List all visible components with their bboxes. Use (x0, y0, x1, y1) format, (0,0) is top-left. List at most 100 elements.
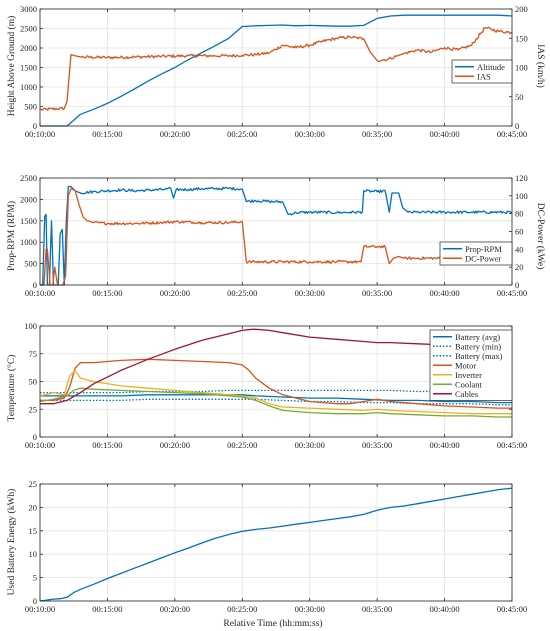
x-tick-label: 00:30:00 (295, 288, 325, 298)
legend-label: IAS (477, 71, 491, 81)
series-line-coolant (39, 387, 512, 418)
legend-label: Battery (max) (455, 351, 503, 361)
legend-label: Inverter (455, 370, 482, 380)
x-tick-label: 00:20:00 (160, 288, 190, 298)
legend-box (439, 241, 513, 266)
x-tick-label: 00:20:00 (160, 604, 190, 614)
y-tick-label: 2500 (20, 173, 37, 183)
panel-4-ylabel: Used Battery Energy (kWh) (6, 489, 17, 596)
x-tick-label: 00:35:00 (362, 129, 392, 139)
x-tick-label: 00:10:00 (25, 440, 55, 450)
x-tick-label: 00:25:00 (227, 288, 257, 298)
x-tick-label: 00:10:00 (25, 129, 55, 139)
series-line-altitude (40, 14, 513, 127)
legend: Battery (avg)Battery (min)Battery (max)M… (429, 329, 513, 401)
legend-label: Battery (avg) (455, 332, 500, 342)
y2-tick-label: 120 (515, 173, 528, 183)
y2-tick-label: 100 (515, 191, 528, 201)
y-tick-label: 2500 (20, 24, 37, 34)
x-tick-label: 00:35:00 (362, 288, 392, 298)
panel-battery-energy: Used Battery Energy (kWh) Relative Time … (6, 489, 323, 629)
x-tick-label: 00:20:00 (160, 129, 190, 139)
series-line-prop-rpm (40, 185, 513, 286)
y2-tick-label: 0 (515, 280, 519, 290)
panel-rpm-power: Prop-RPM (RPM) DC-Power (kWe) (6, 201, 546, 271)
y-tick-label: 0 (33, 280, 37, 290)
panel-4-plot: 00:10:00 00:15:00 00:20:00 00:25:00 00:30:00… (25, 479, 527, 614)
x-tick-label: 00:10:00 (25, 604, 55, 614)
y2-tick-label: 60 (515, 227, 524, 237)
x-tick-label: 00:30:00 (295, 440, 325, 450)
y-tick-label: 2000 (20, 194, 37, 204)
x-tick-label: 00:15:00 (92, 440, 122, 450)
y2-tick-label: 40 (515, 244, 524, 254)
series-line-battery-avg (40, 394, 512, 404)
x-tick-label: 00:40:00 (429, 288, 459, 298)
y-tick-label: 1500 (20, 216, 37, 226)
series-line-cables (40, 328, 513, 405)
y-tick-label: 2000 (20, 43, 37, 53)
x-tick-label: 00:35:00 (362, 604, 392, 614)
x-tick-label: 00:15:00 (92, 604, 122, 614)
series-line-dc-power (40, 188, 513, 286)
x-tick-label: 00:25:00 (227, 604, 257, 614)
y-tick-label: 500 (24, 259, 37, 269)
y-tick-label: 0 (33, 121, 37, 131)
y-tick-label: 75 (29, 349, 38, 359)
y-tick-label: 20 (29, 502, 38, 512)
y-tick-label: 1000 (20, 82, 37, 92)
panel-1-y2label: IAS (km/h) (535, 44, 546, 88)
x-tick-label: 00:30:00 (295, 604, 325, 614)
y-tick-label: 500 (24, 102, 37, 112)
y2-tick-label: 0 (515, 121, 519, 131)
y-tick-label: 10 (29, 549, 38, 559)
x-tick-label: 00:30:00 (295, 129, 325, 139)
series-line-ias (39, 26, 513, 111)
y-tick-label: 1000 (20, 237, 37, 247)
y-tick-label: 5 (33, 573, 37, 583)
x-tick-label: 00:15:00 (92, 288, 122, 298)
y-tick-label: 3000 (20, 4, 37, 14)
y-tick-label: 0 (33, 432, 37, 442)
x-tick-label: 00:45:00 (497, 288, 527, 298)
legend-box (451, 59, 513, 84)
y2-tick-label: 200 (515, 4, 528, 14)
x-tick-label: 00:15:00 (92, 129, 122, 139)
panel-temperature: Temperature (°C) (6, 355, 17, 422)
series-line-inverter (39, 369, 512, 415)
legend-label: Prop-RPM (465, 244, 502, 254)
y-tick-label: 15 (29, 526, 38, 536)
series-line-motor (40, 358, 512, 409)
panel-2-ylabel: Prop-RPM (RPM) (6, 201, 17, 271)
legend-label: Motor (455, 360, 476, 370)
x-tick-label: 00:40:00 (429, 129, 459, 139)
legend-label: Altitude (477, 62, 505, 72)
y-tick-label: 25 (29, 404, 38, 414)
x-tick-label: 00:20:00 (160, 440, 190, 450)
y-tick-label: 50 (29, 377, 38, 387)
y-tick-label: 0 (33, 596, 37, 606)
x-tick-label: 00:40:00 (429, 440, 459, 450)
panel-4-xlabel: Relative Time (hh:mm:ss) (223, 618, 322, 629)
x-tick-label: 00:45:00 (497, 440, 527, 450)
x-tick-label: 00:35:00 (362, 440, 392, 450)
x-tick-label: 00:45:00 (497, 129, 527, 139)
legend-label: DC-Power (465, 253, 502, 263)
x-tick-label: 00:45:00 (497, 604, 527, 614)
y-tick-label: 100 (24, 321, 37, 331)
y2-tick-label: 100 (515, 63, 528, 73)
x-tick-label: 00:40:00 (429, 604, 459, 614)
y-tick-label: 25 (29, 479, 38, 489)
legend-label: Cables (455, 389, 478, 399)
y2-tick-label: 150 (515, 33, 528, 43)
plot-frame (39, 177, 513, 286)
plot-frame (39, 483, 513, 602)
panel-1-ylabel: Height Above Ground (m) (6, 16, 17, 117)
series-line-energy (39, 487, 513, 602)
x-tick-label: 00:25:00 (227, 129, 257, 139)
y-tick-label: 1500 (20, 63, 37, 73)
panel-3-plot: 00:10:00 00:15:00 00:20:00 00:25:00 00:30:00… (24, 321, 527, 450)
